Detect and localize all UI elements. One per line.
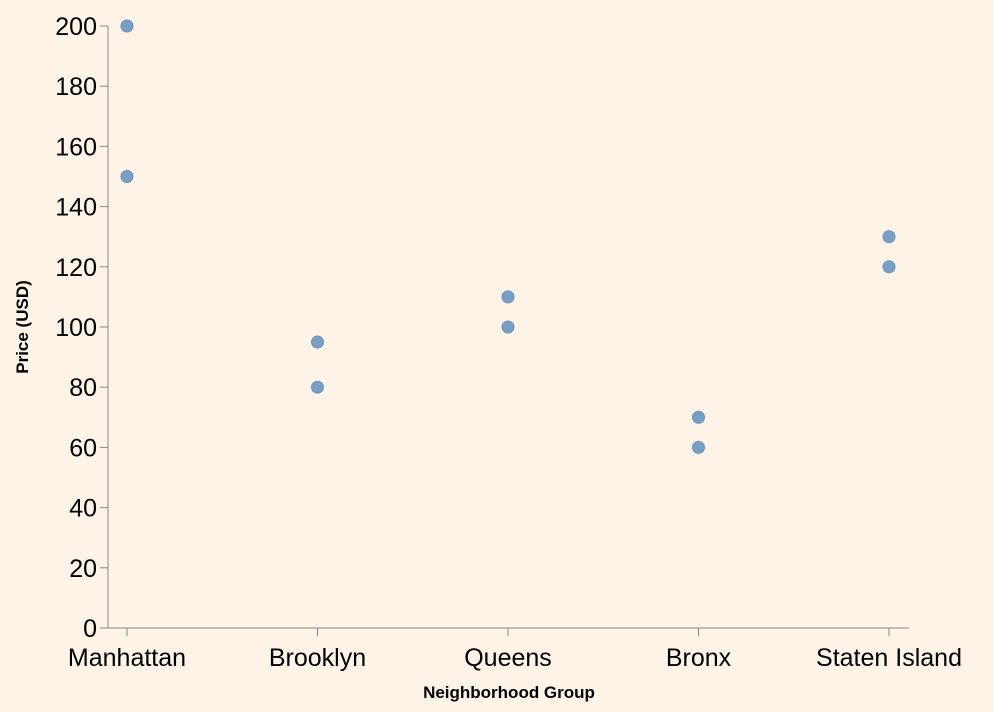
x-tick-label: Manhattan — [68, 644, 186, 672]
data-point — [501, 320, 515, 334]
y-tick-label: 120 — [55, 254, 97, 282]
y-axis-ticks: 0 20 40 60 80 100 120 140 160 180 200 — [55, 13, 108, 643]
data-point — [120, 19, 134, 33]
x-tick-label: Queens — [464, 644, 552, 672]
data-point — [501, 290, 515, 304]
data-point — [692, 440, 705, 454]
y-tick-label: 200 — [55, 13, 97, 41]
x-tick-label: Bronx — [666, 644, 732, 672]
data-points — [120, 19, 896, 454]
y-tick-label: 0 — [83, 615, 97, 643]
y-axis-title: Price (USD) — [13, 280, 32, 374]
y-tick-label: 40 — [69, 495, 97, 523]
y-tick-label: 100 — [55, 314, 97, 342]
data-point — [882, 230, 896, 244]
x-axis-ticks: Manhattan Brooklyn Queens Bronx Staten Islan… — [68, 628, 962, 672]
x-tick-label: Brooklyn — [269, 644, 366, 672]
data-point — [311, 335, 324, 349]
data-point — [120, 170, 134, 183]
x-axis-title: Neighborhood Group — [423, 683, 595, 702]
plot-area: 0 20 40 60 80 100 120 140 160 180 200 Manhattan Bro… — [55, 13, 962, 672]
data-point — [692, 410, 705, 424]
y-tick-label: 80 — [69, 374, 97, 402]
y-tick-label: 20 — [69, 555, 97, 583]
data-point — [882, 260, 896, 274]
data-point — [311, 380, 324, 394]
y-tick-label: 140 — [55, 194, 97, 222]
y-tick-label: 160 — [55, 133, 97, 161]
x-tick-label: Staten Island — [816, 644, 962, 672]
y-tick-label: 60 — [69, 434, 97, 462]
y-tick-label: 180 — [55, 73, 97, 101]
